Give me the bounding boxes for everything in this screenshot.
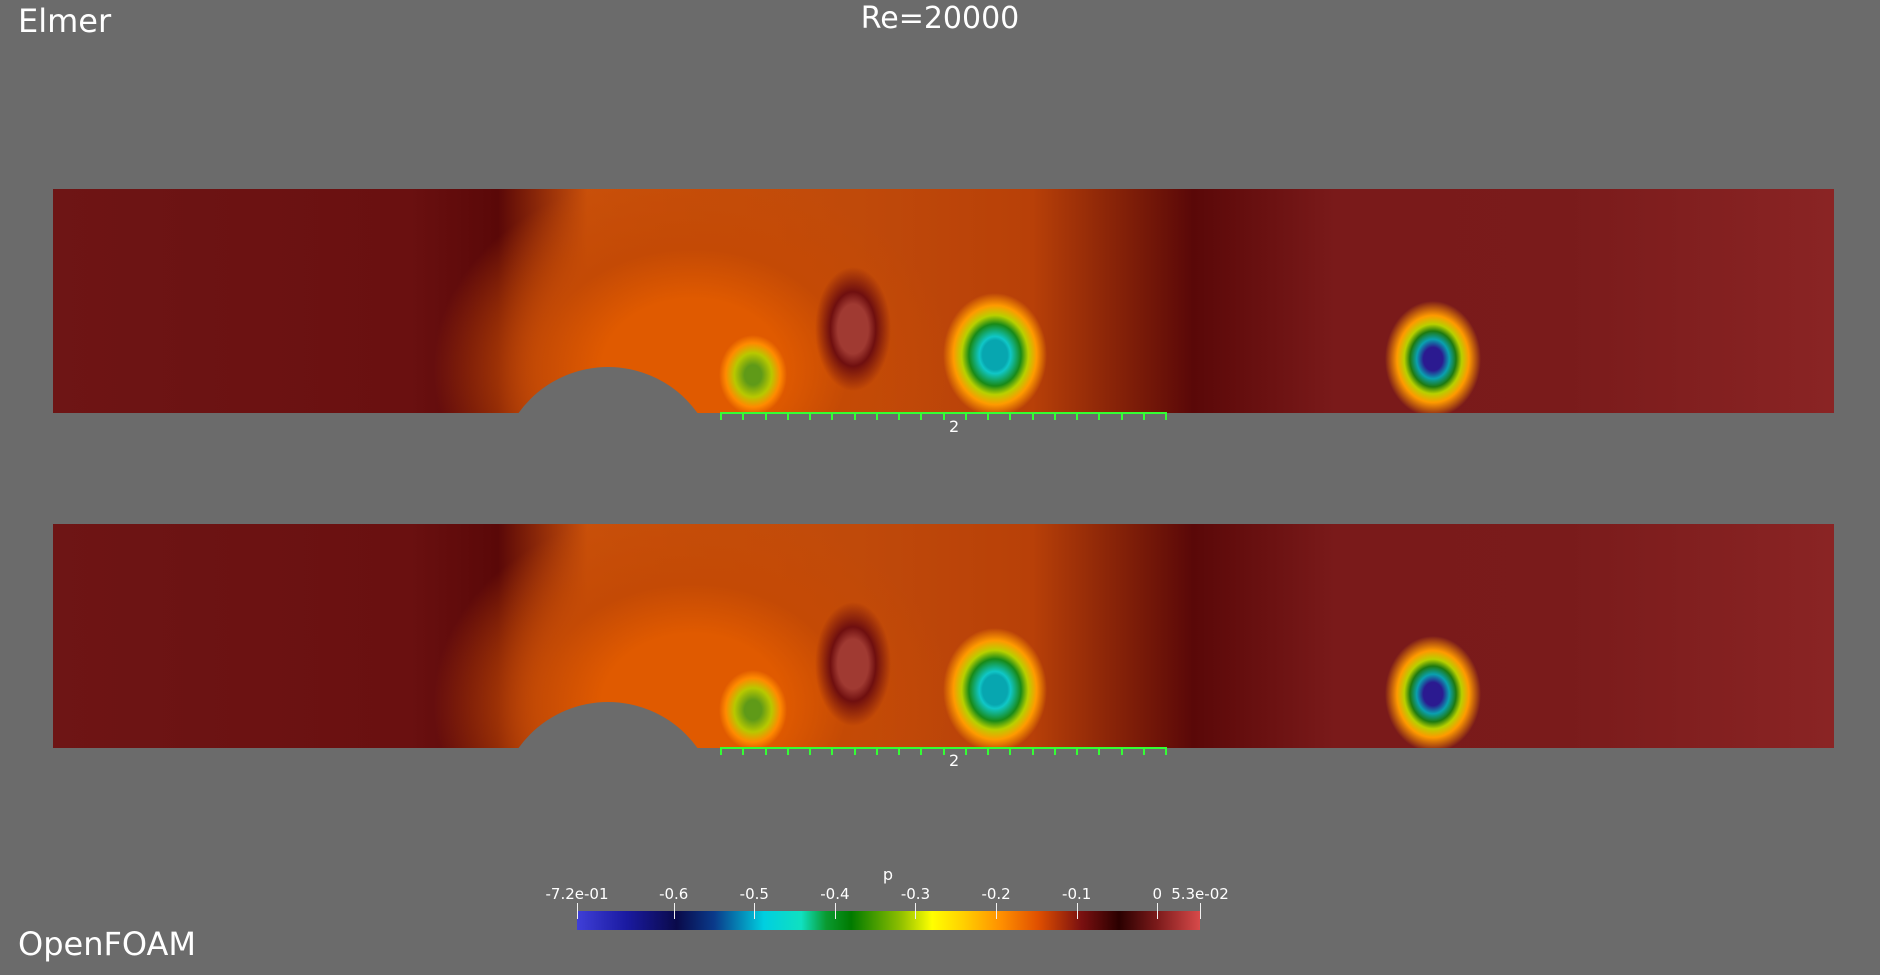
scale-bar-tick [942,747,945,755]
scale-bar-tick [875,412,878,420]
colorbar-tick [577,903,578,919]
colorbar-tick [1076,903,1078,919]
scale-bar-tick [1076,412,1078,420]
cylinder-obstacle [498,702,718,748]
scale-bar-tick [1120,412,1123,420]
colorbar-tick-label: -0.2 [981,885,1011,903]
scale-bar-tick [875,747,878,755]
openfoam-pressure-field [53,524,1834,748]
scale-bar-tick [786,412,789,420]
colorbar-tick [915,903,917,919]
colorbar-tick [754,903,756,919]
scale-bar-tick [831,747,834,755]
colorbar-title: p [882,865,894,884]
scale-bar-tick [964,412,967,420]
scale-bar-tick [1031,747,1034,755]
scale-bar-tick [920,747,923,755]
elmer-label: Elmer [18,2,112,40]
scale-bar-tick [831,412,834,420]
scale-bar-tick [1053,747,1056,755]
colorbar-tick-label: 0 [1152,885,1163,903]
scale-bar-tick [1165,412,1167,420]
scale-bar-tick [1009,747,1012,755]
colorbar-tick [996,903,998,919]
scale-bar-tick [720,747,722,755]
colorbar-tick-label: -0.1 [1062,885,1092,903]
scale-bar-tick [809,412,811,420]
scale-bar-tick [920,412,923,420]
scale-bar-tick [764,412,767,420]
colorbar-tick-label: -0.5 [739,885,769,903]
elmer-pressure-field [53,189,1834,413]
scale-bar-label-top: 2 [949,417,960,436]
scale-bar-tick [987,412,989,420]
scale-bar-tick [942,412,945,420]
colorbar-tick [673,903,675,919]
scale-bar-tick [1120,747,1123,755]
scale-bar-tick [898,747,900,755]
scale-bar-tick [720,412,722,420]
colorbar-tick-label: -0.4 [820,885,850,903]
scale-bar-tick [1076,747,1078,755]
title: Re=20000 [860,1,1020,36]
scale-bar-tick [898,412,900,420]
scale-bar-tick [809,747,811,755]
scale-bar-label-bottom: 2 [949,751,960,770]
scale-bar-tick [1031,412,1034,420]
scale-bar-tick [964,747,967,755]
scale-bar-tick [987,747,989,755]
colorbar [577,911,1200,930]
scale-bar-tick [742,412,745,420]
scale-bar-tick [1142,412,1145,420]
scale-bar-tick [853,412,856,420]
scale-bar-tick [1098,412,1101,420]
colorbar-tick-label: -0.6 [659,885,689,903]
scale-bar-tick [764,747,767,755]
scale-bar-tick [742,747,745,755]
scale-bar-tick [1165,747,1167,755]
scale-bar-tick [1142,747,1145,755]
colorbar-tick [1200,903,1201,919]
scale-bar-tick [853,747,856,755]
scale-bar-tick [1098,747,1101,755]
cylinder-obstacle [498,367,718,413]
colorbar-tick-label: -7.2e-01 [545,885,609,903]
colorbar-tick-label: 5.3e-02 [1171,885,1229,903]
scale-bar-tick [1053,412,1056,420]
colorbar-tick [834,903,836,919]
colorbar-tick [1157,903,1159,919]
scale-bar-tick [786,747,789,755]
scale-bar-tick [1009,412,1012,420]
openfoam-label: OpenFOAM [18,925,196,963]
colorbar-tick-label: -0.3 [900,885,931,903]
